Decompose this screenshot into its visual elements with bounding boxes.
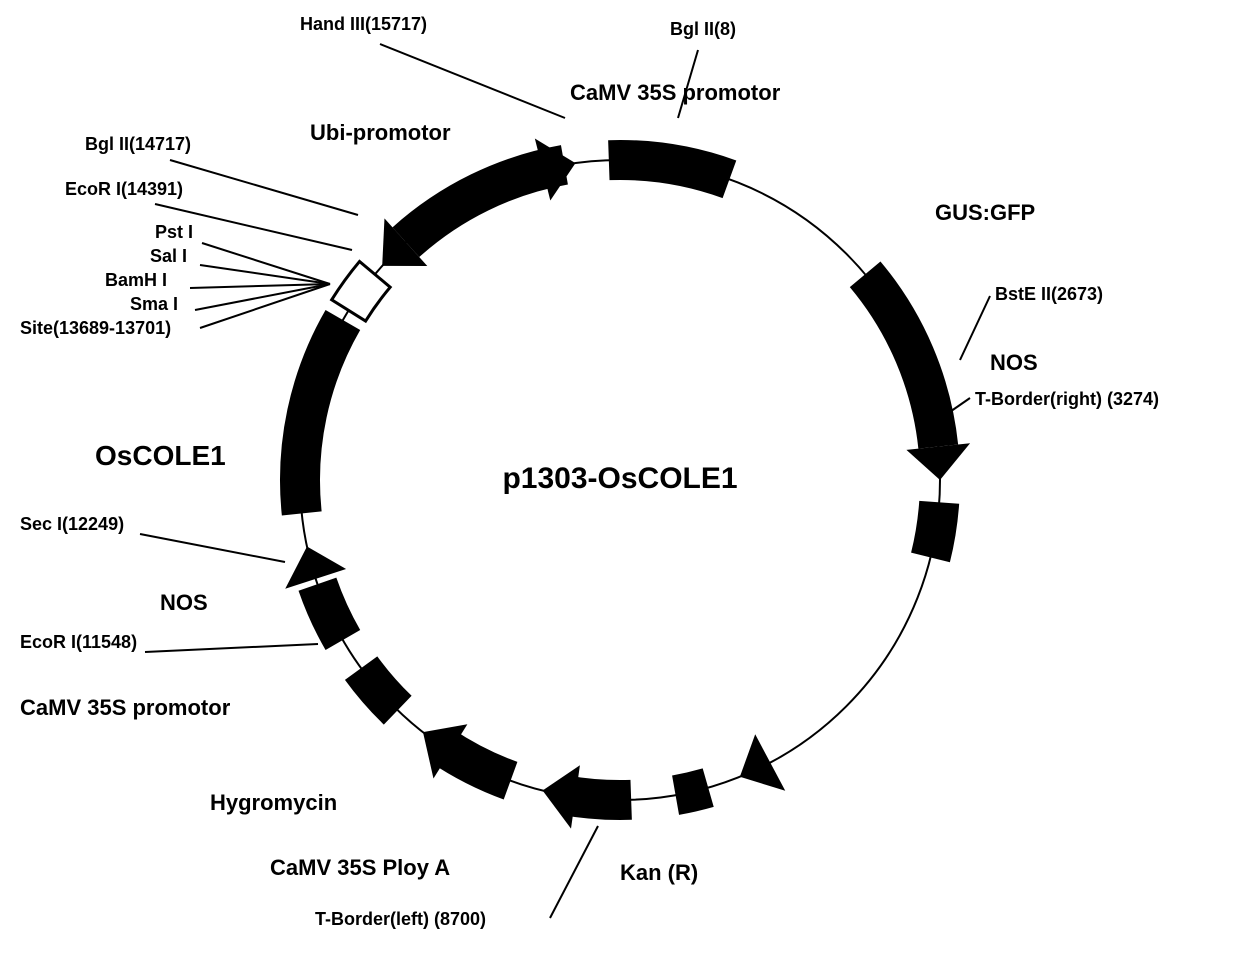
feature-label-nos_left: NOS [160, 590, 208, 615]
feature-label-hygromycin: Hygromycin [210, 790, 337, 815]
site-label-sma1: Sma I [130, 294, 178, 314]
feature-kan [672, 768, 714, 814]
site-label-site13689: Site(13689-13701) [20, 318, 171, 338]
feature-label-oscole1: OsCOLE1 [95, 440, 226, 471]
feature-label-camv35s_polya: CaMV 35S Ploy A [270, 855, 450, 880]
leader-pst1 [202, 243, 330, 284]
plasmid-map: CaMV 35S promotor GUS:GFP NOS Ubi-promotor O… [0, 0, 1240, 959]
site-label-bgl2_8: Bgl II(8) [670, 19, 736, 39]
leader-bste2 [960, 296, 990, 360]
feature-label-gus_gfp: GUS:GFP [935, 200, 1035, 225]
site-label-bgl2_14717: Bgl II(14717) [85, 134, 191, 154]
feature-label-nos_right: NOS [990, 350, 1038, 375]
site-label-bste2: BstE II(2673) [995, 284, 1103, 304]
feature-camv35s_top [608, 140, 736, 198]
leader-hind3 [380, 44, 565, 118]
leader-sec1 [140, 534, 285, 562]
leader-tborder_l [550, 826, 598, 918]
leader-ecor1_11548 [145, 644, 318, 652]
feature-nos_right [911, 501, 959, 562]
feature-label-kan: Kan (R) [620, 860, 698, 885]
site-label-pst1: Pst I [155, 222, 193, 242]
feature-camv35s_polya [561, 775, 632, 820]
leader-sal1 [200, 265, 330, 284]
feature-ubi [392, 145, 567, 257]
site-label-ecor1_14391: EcoR I(14391) [65, 179, 183, 199]
feature-gus_gfp [850, 261, 958, 448]
leader-bgl2_14717 [170, 160, 358, 215]
site-label-sec1: Sec I(12249) [20, 514, 124, 534]
site-label-sal1: Sal I [150, 246, 187, 266]
feature-mcs [332, 261, 391, 321]
feature-label-camv35s_left: CaMV 35S promotor [20, 695, 231, 720]
feature-label-ubi: Ubi-promotor [310, 120, 451, 145]
feature-gus_gfp-arrowhead [906, 443, 970, 480]
plasmid-name: p1303-OsCOLE1 [502, 462, 737, 495]
feature-nos_left [299, 578, 361, 650]
site-label-tborder_l: T-Border(left) (8700) [315, 909, 486, 929]
site-label-hind3: Hand III(15717) [300, 14, 427, 34]
site-label-tborder_r: T-Border(right) (3274) [975, 389, 1159, 409]
site-label-bamh1: BamH I [105, 270, 167, 290]
site-label-ecor1_11548: EcoR I(11548) [20, 632, 137, 652]
feature-label-camv35s_top: CaMV 35S promotor [570, 80, 781, 105]
feature-kan-arrowhead [740, 734, 785, 791]
feature-oscole1 [280, 310, 360, 516]
